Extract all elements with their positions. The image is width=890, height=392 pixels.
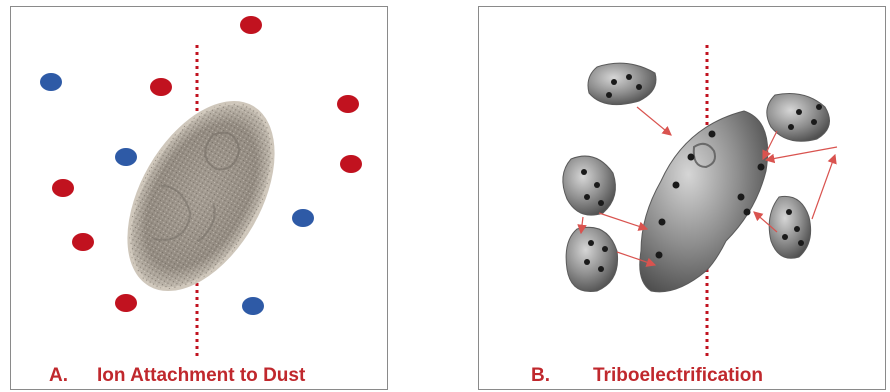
panel-triboelectrification: B. Triboelectrification bbox=[478, 6, 886, 390]
arrow bbox=[753, 211, 778, 233]
negative-ion bbox=[40, 73, 62, 91]
ion-attachment-illustration bbox=[40, 16, 362, 357]
caption-text-a: Ion Attachment to Dust bbox=[97, 365, 306, 386]
positive-ion bbox=[340, 155, 362, 173]
positive-ion bbox=[115, 294, 137, 312]
caption-letter-a: A. bbox=[49, 365, 68, 386]
triboelectrification-illustration bbox=[562, 45, 838, 357]
arrow bbox=[598, 212, 649, 231]
negative-ion bbox=[115, 148, 137, 166]
small-particle-left-middle bbox=[562, 155, 616, 216]
dust-grain bbox=[127, 101, 275, 291]
caption-text-b: Triboelectrification bbox=[593, 365, 763, 386]
panel-ion-attachment: A. Ion Attachment to Dust bbox=[10, 6, 388, 390]
small-particle-right-top bbox=[766, 93, 830, 142]
charge-dot bbox=[708, 130, 716, 138]
arrow bbox=[616, 251, 657, 267]
positive-ion bbox=[72, 233, 94, 251]
charge-dot bbox=[658, 218, 666, 226]
arrow bbox=[577, 216, 587, 235]
small-particle-right-bottom bbox=[768, 195, 812, 259]
negative-ion bbox=[292, 209, 314, 227]
small-particle-left-bottom bbox=[565, 226, 619, 293]
charge-transfer-arrows bbox=[577, 106, 838, 267]
charge-dot bbox=[687, 153, 695, 161]
positive-ion bbox=[240, 16, 262, 34]
small-particle-top bbox=[587, 62, 657, 106]
large-dust-particle bbox=[639, 110, 769, 293]
charge-dot bbox=[737, 193, 745, 201]
negative-ion bbox=[242, 297, 264, 315]
arrow bbox=[636, 106, 672, 136]
charge-dot bbox=[655, 251, 663, 259]
positive-ion bbox=[150, 78, 172, 96]
arrow bbox=[764, 146, 838, 164]
charge-dot bbox=[672, 181, 680, 189]
caption-letter-b: B. bbox=[531, 365, 550, 386]
arrow bbox=[811, 153, 837, 220]
positive-ion bbox=[337, 95, 359, 113]
charge-dot bbox=[757, 163, 765, 171]
charge-dot bbox=[743, 208, 751, 216]
positive-ion bbox=[52, 179, 74, 197]
